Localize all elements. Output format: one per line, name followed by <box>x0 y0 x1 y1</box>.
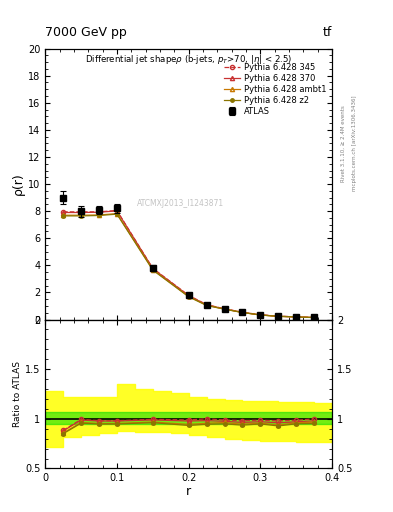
Pythia 6.428 370 <box>294 314 299 320</box>
Pythia 6.428 345 <box>204 302 209 308</box>
Pythia 6.428 345 <box>276 313 281 319</box>
Text: ATCMXJ2013_I1243871: ATCMXJ2013_I1243871 <box>136 199 224 207</box>
Pythia 6.428 345 <box>186 292 191 298</box>
Text: Differential jet shape$\rho$ (b-jets, $p_{T}$>70, |$\eta$| < 2.5): Differential jet shape$\rho$ (b-jets, $p… <box>85 53 292 66</box>
X-axis label: r: r <box>186 485 191 498</box>
Pythia 6.428 ambt1 <box>294 314 299 320</box>
Text: 7000 GeV pp: 7000 GeV pp <box>45 26 127 39</box>
Pythia 6.428 z2 <box>312 314 316 321</box>
Pythia 6.428 ambt1 <box>240 309 245 315</box>
Pythia 6.428 370 <box>222 306 227 312</box>
Pythia 6.428 ambt1 <box>258 312 263 318</box>
Pythia 6.428 345 <box>258 312 263 318</box>
Pythia 6.428 370 <box>151 266 155 272</box>
Pythia 6.428 z2 <box>294 314 299 320</box>
Text: Rivet 3.1.10, ≥ 2.4M events: Rivet 3.1.10, ≥ 2.4M events <box>341 105 346 182</box>
Pythia 6.428 ambt1 <box>79 212 83 218</box>
Pythia 6.428 345 <box>222 306 227 312</box>
Pythia 6.428 370 <box>276 313 281 319</box>
Text: tf: tf <box>323 26 332 39</box>
Pythia 6.428 345 <box>312 314 316 321</box>
Pythia 6.428 370 <box>115 208 119 214</box>
Pythia 6.428 z2 <box>151 267 155 273</box>
Pythia 6.428 z2 <box>61 213 66 219</box>
Pythia 6.428 ambt1 <box>312 314 316 321</box>
Pythia 6.428 345 <box>79 209 83 215</box>
Pythia 6.428 370 <box>240 309 245 315</box>
Pythia 6.428 345 <box>97 209 101 215</box>
Pythia 6.428 z2 <box>222 306 227 312</box>
Pythia 6.428 370 <box>61 209 66 216</box>
Pythia 6.428 z2 <box>79 213 83 219</box>
Pythia 6.428 370 <box>312 314 316 321</box>
Pythia 6.428 ambt1 <box>61 212 66 218</box>
Pythia 6.428 z2 <box>204 303 209 309</box>
Pythia 6.428 ambt1 <box>186 293 191 300</box>
Pythia 6.428 z2 <box>258 312 263 318</box>
Pythia 6.428 345 <box>294 314 299 320</box>
Pythia 6.428 345 <box>115 207 119 214</box>
Pythia 6.428 370 <box>79 209 83 216</box>
Pythia 6.428 370 <box>186 292 191 298</box>
Pythia 6.428 370 <box>204 302 209 308</box>
Pythia 6.428 z2 <box>240 309 245 315</box>
Pythia 6.428 ambt1 <box>222 306 227 312</box>
Pythia 6.428 ambt1 <box>97 212 101 218</box>
Pythia 6.428 z2 <box>115 211 119 217</box>
Y-axis label: ρ(r): ρ(r) <box>12 173 25 196</box>
Pythia 6.428 z2 <box>97 212 101 219</box>
Line: Pythia 6.428 370: Pythia 6.428 370 <box>61 209 316 319</box>
Y-axis label: Ratio to ATLAS: Ratio to ATLAS <box>13 361 22 427</box>
Pythia 6.428 345 <box>151 265 155 271</box>
Pythia 6.428 370 <box>97 209 101 216</box>
Pythia 6.428 370 <box>258 312 263 318</box>
Line: Pythia 6.428 345: Pythia 6.428 345 <box>61 208 316 319</box>
Line: Pythia 6.428 z2: Pythia 6.428 z2 <box>61 212 316 319</box>
Legend: Pythia 6.428 345, Pythia 6.428 370, Pythia 6.428 ambt1, Pythia 6.428 z2, ATLAS: Pythia 6.428 345, Pythia 6.428 370, Pyth… <box>222 61 328 118</box>
Text: mcplots.cern.ch [arXiv:1306.3436]: mcplots.cern.ch [arXiv:1306.3436] <box>352 96 357 191</box>
Pythia 6.428 ambt1 <box>204 302 209 308</box>
Pythia 6.428 ambt1 <box>115 210 119 217</box>
Pythia 6.428 ambt1 <box>276 313 281 319</box>
Line: Pythia 6.428 ambt1: Pythia 6.428 ambt1 <box>61 211 316 319</box>
Bar <box>45 412 332 424</box>
Pythia 6.428 ambt1 <box>151 267 155 273</box>
Pythia 6.428 345 <box>240 309 245 315</box>
Pythia 6.428 z2 <box>276 313 281 319</box>
Pythia 6.428 z2 <box>186 294 191 300</box>
Pythia 6.428 345 <box>61 209 66 215</box>
